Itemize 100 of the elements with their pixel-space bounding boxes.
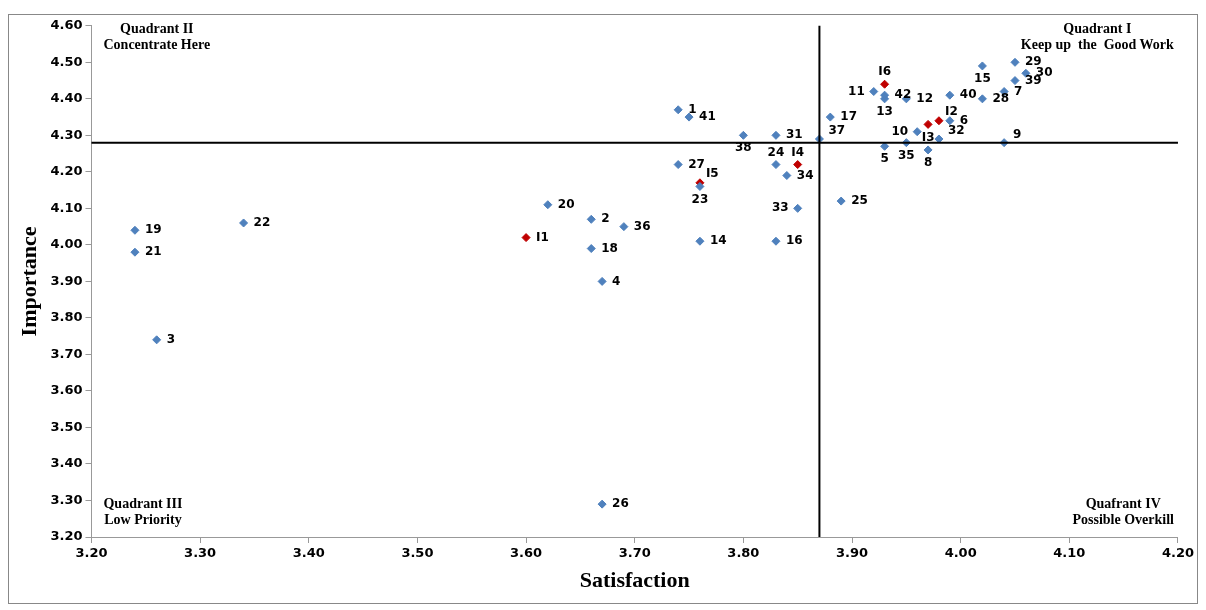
- x-tick-label: 3.40: [292, 545, 325, 561]
- annotation: 22: [253, 215, 271, 230]
- y-tick-label: 3.40: [50, 455, 83, 471]
- point: [130, 247, 140, 257]
- annotation: 20: [557, 196, 575, 211]
- y-tick-label: 3.70: [50, 345, 83, 361]
- y-tick-label: 4.50: [50, 53, 83, 69]
- point: [977, 94, 987, 104]
- y-tick-label: 4.30: [50, 126, 83, 142]
- annotation: 16: [785, 233, 803, 248]
- annotation: 4: [612, 273, 621, 288]
- annotation: 32: [947, 123, 965, 138]
- point: [771, 130, 781, 140]
- y-tick-label: 4.40: [50, 90, 83, 106]
- point: [771, 160, 781, 170]
- annotation: Quafrant IV Possible Overkill: [1072, 495, 1175, 527]
- point: [586, 214, 596, 224]
- x-tick-label: 3.20: [75, 545, 108, 561]
- point: [695, 236, 705, 246]
- annotation: 8: [923, 155, 933, 170]
- annotation: 2: [601, 211, 610, 226]
- point: [771, 236, 781, 246]
- point: [521, 233, 531, 243]
- point: [239, 218, 249, 228]
- annotation: 13: [876, 103, 893, 118]
- annotation: 33: [771, 200, 789, 215]
- y-tick-label: 3.80: [50, 309, 83, 325]
- annotation: 5: [880, 151, 889, 166]
- point: [684, 112, 694, 122]
- annotation: 40: [959, 87, 977, 102]
- x-tick-label: 4.00: [944, 545, 977, 561]
- annotation: 41: [699, 109, 716, 124]
- point: [825, 112, 835, 122]
- annotation: 28: [992, 90, 1010, 105]
- annotation: 24: [767, 144, 785, 159]
- annotation: 14: [709, 233, 727, 248]
- annotation: 34: [796, 167, 814, 182]
- y-tick-label: 4.10: [50, 199, 83, 215]
- x-tick-label: 4.20: [1161, 545, 1194, 561]
- point: [934, 116, 944, 126]
- annotation: 26: [612, 496, 629, 511]
- annotation: 36: [633, 218, 651, 233]
- point: [586, 244, 596, 254]
- annotation: 7: [1014, 83, 1023, 98]
- point: [1010, 76, 1020, 86]
- annotation: I2: [944, 103, 958, 118]
- x-tick-label: 3.60: [510, 545, 543, 561]
- annotation: I4: [791, 144, 805, 159]
- annotation: 18: [601, 240, 618, 255]
- y-tick-label: 3.30: [50, 491, 83, 507]
- annotation: I6: [878, 64, 892, 79]
- y-tick-label: 3.90: [50, 272, 83, 288]
- annotation: 3: [166, 331, 176, 346]
- y-tick-label: 4.20: [50, 163, 83, 179]
- point: [836, 196, 846, 206]
- annotation: I1: [536, 229, 549, 244]
- point: [673, 160, 683, 170]
- annotation: I5: [705, 165, 719, 180]
- annotation: 27: [688, 156, 705, 171]
- annotation: Quadrant II Concentrate Here: [103, 21, 211, 53]
- annotation: 19: [144, 222, 162, 237]
- annotation: 31: [785, 127, 803, 142]
- point: [738, 130, 748, 140]
- point: [673, 105, 683, 115]
- annotation: I3: [921, 129, 935, 144]
- annotation: 23: [691, 191, 709, 206]
- point: [130, 225, 140, 235]
- point: [793, 160, 803, 170]
- annotation: 35: [897, 147, 915, 162]
- point: [152, 335, 162, 345]
- annotation: 42: [894, 87, 912, 102]
- point: [869, 87, 879, 97]
- x-tick-label: 3.90: [835, 545, 869, 561]
- point: [543, 200, 553, 210]
- x-tick-label: 3.80: [727, 545, 760, 561]
- x-tick-label: 3.70: [618, 545, 651, 561]
- point: [923, 119, 933, 129]
- point: [912, 127, 922, 137]
- y-tick-label: 4.60: [50, 17, 83, 33]
- point: [880, 79, 890, 89]
- annotation: 12: [916, 90, 934, 105]
- point: [793, 203, 803, 213]
- y-tick-label: 3.20: [50, 528, 83, 544]
- annotation: 9: [1013, 126, 1022, 141]
- annotation: Quadrant I Keep up the Good Work: [1020, 21, 1175, 53]
- y-tick-label: 4.00: [50, 236, 83, 252]
- annotation: 11: [848, 83, 865, 98]
- point: [977, 61, 987, 71]
- annotation: Quadrant III Low Priority: [103, 495, 183, 527]
- x-tick-label: 3.30: [184, 545, 217, 561]
- annotation: 10: [891, 123, 909, 138]
- point: [597, 276, 607, 286]
- annotation: 37: [828, 123, 846, 138]
- annotation: 25: [851, 193, 868, 208]
- point: [619, 222, 629, 232]
- annotation: 17: [840, 109, 857, 124]
- x-tick-label: 4.10: [1053, 545, 1086, 561]
- point: [1010, 57, 1020, 67]
- y-tick-label: 3.50: [50, 418, 83, 434]
- point: [597, 499, 607, 509]
